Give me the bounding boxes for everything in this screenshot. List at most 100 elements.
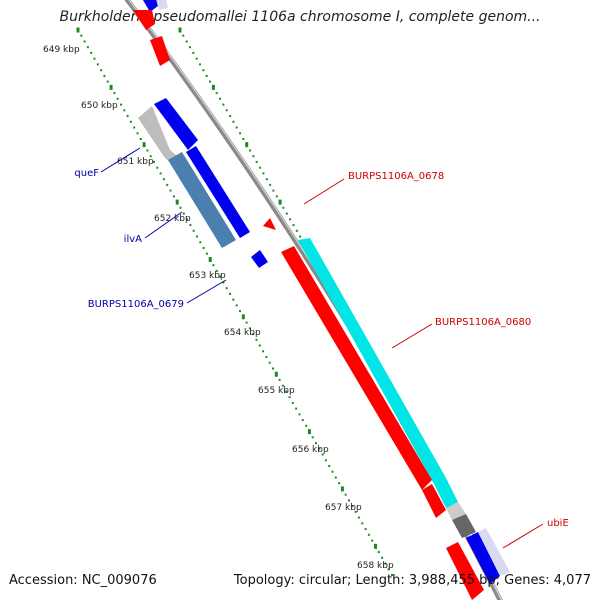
gene-label-burps0678[interactable]: BURPS1106A_0678 (348, 171, 444, 182)
accession-text: Accession: NC_009076 (9, 573, 157, 588)
tick-dot (175, 199, 179, 205)
tick-dot (225, 287, 228, 290)
tick-dot (235, 126, 238, 129)
gene-feature-ubiE-gray[interactable] (446, 502, 466, 520)
leader-burps0679 (186, 279, 227, 304)
tick-dot (199, 63, 201, 66)
tick-dot (156, 166, 159, 169)
tick-dot (384, 562, 387, 565)
tick-label-656: 656 kbp (292, 445, 329, 455)
gene-label-burps0679[interactable]: BURPS1106A_0679 (88, 299, 184, 310)
tick-dot (285, 390, 288, 393)
tick-dot (116, 97, 119, 100)
tick-dot (229, 292, 231, 295)
tick-dot (354, 510, 357, 513)
tick-dot (361, 522, 364, 525)
gene-feature-burps0680-cyan[interactable] (298, 238, 446, 484)
tick-dot (239, 310, 241, 313)
gene-feature-fwd-lower-blue[interactable] (466, 532, 500, 584)
tick-dot (340, 486, 344, 492)
tick-dot (331, 470, 334, 473)
tick-dot (348, 499, 350, 502)
tick-dot (136, 132, 139, 135)
tick-dot (252, 333, 255, 336)
tick-dot (387, 568, 390, 571)
gene-label-ubiE[interactable]: ubiE (547, 518, 569, 529)
tick-dot (185, 40, 188, 43)
gene-feature-ilvA[interactable] (168, 152, 236, 248)
tick-dot (139, 138, 142, 140)
gene-feature-ubiE[interactable] (452, 514, 476, 538)
gene-feature-ubiE-red[interactable] (422, 484, 446, 518)
gene-feature-small-blue[interactable] (251, 250, 268, 268)
tick-label-657: 657 kbp (325, 503, 362, 513)
tick-dot (195, 57, 198, 60)
tick-dot (172, 195, 175, 198)
tick-dot (262, 350, 265, 353)
tick-label-654: 654 kbp (224, 328, 261, 338)
tick-dot (351, 505, 354, 508)
gene-feature-ubiE-cyan[interactable] (434, 478, 458, 508)
tick-dot (106, 80, 109, 83)
tick-dot (377, 551, 380, 554)
tick-dot (120, 103, 122, 106)
tick-dot (301, 419, 304, 422)
tick-dot (262, 172, 265, 175)
tick-dot (202, 247, 205, 249)
gene-feature-queF-gray[interactable] (138, 106, 182, 166)
gene-feature-burps0679[interactable] (186, 146, 250, 238)
tick-dot (278, 199, 282, 205)
tick-dot (328, 465, 331, 467)
tick-dot (334, 476, 337, 479)
gene-feature-fwd-small-1[interactable] (150, 36, 170, 66)
tick-dot (202, 69, 205, 72)
tick-dot (76, 27, 80, 33)
tick-dot (83, 40, 86, 43)
tick-dot (239, 132, 242, 135)
gene-feature-queF[interactable] (154, 98, 198, 150)
tick-dot (90, 51, 93, 54)
tick-dot (252, 155, 255, 158)
tick-dot (169, 189, 172, 192)
tick-dot (113, 92, 116, 95)
gene-feature-fwd-lower-red[interactable] (446, 542, 484, 600)
tick-dot (282, 206, 285, 209)
tick-dot (232, 298, 235, 301)
gene-label-ilvA[interactable]: ilvA (124, 234, 142, 245)
tick-dot (199, 241, 202, 244)
tick-dot (149, 155, 152, 158)
tick-dot (338, 482, 341, 485)
tick-dot (255, 338, 258, 341)
gene-feature-burps0678[interactable] (263, 218, 276, 230)
tick-dot (100, 69, 103, 72)
tick-dot (278, 378, 281, 381)
tick-dot (371, 539, 374, 542)
tick-dot (86, 46, 89, 49)
gene-feature-top-blue[interactable] (140, 0, 158, 12)
gene-feature-top-lavender[interactable] (155, 0, 168, 10)
tick-dot (249, 149, 252, 152)
gene-feature-fwd-lower-lavender[interactable] (478, 528, 510, 576)
leader-ilvA (144, 211, 183, 239)
gene-label-burps0680[interactable]: BURPS1106A_0680 (435, 317, 531, 328)
tick-dot (311, 436, 314, 439)
tick-dot (166, 183, 169, 186)
tick-dot (245, 142, 249, 148)
tick-dot (196, 235, 198, 238)
tick-dot (146, 149, 149, 152)
tick-dot (285, 212, 288, 215)
tick-dot (178, 27, 182, 33)
tick-dot (182, 212, 185, 215)
tick-dot (129, 120, 132, 123)
tick-dot (211, 84, 215, 90)
tick-dot (222, 281, 225, 284)
tick-dot (222, 103, 225, 106)
tick-dot (258, 344, 261, 347)
gene-feature-burps0680[interactable] (281, 246, 432, 490)
tick-dot (192, 51, 195, 54)
tick-dot (205, 252, 208, 255)
gene-label-queF[interactable]: queF (74, 168, 99, 179)
gene-feature-top-red[interactable] (133, 10, 155, 30)
gene-labels: queF ilvA BURPS1106A_0679 BURPS1106A_067… (74, 168, 568, 529)
